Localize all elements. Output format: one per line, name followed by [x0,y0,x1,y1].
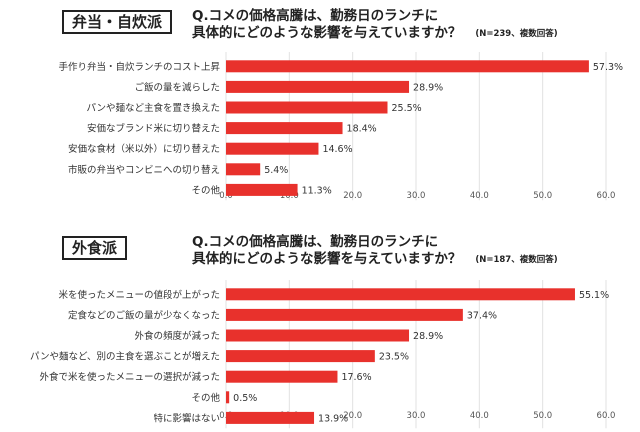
category-label: 米を使ったメニューの値段が上がった [58,289,220,301]
category-label: その他 [191,184,220,196]
bar [226,183,298,196]
bar [226,60,589,73]
bar [226,411,315,424]
x-tick-label: 50.0 [533,191,552,201]
category-label: 市販の弁当やコンビニへの切り替え [68,164,220,176]
bar-chart-gaishoku: 0.010.020.030.040.050.060.0米を使ったメニューの値段が… [30,280,616,429]
bar [226,288,575,301]
data-label: 18.4% [347,124,377,135]
sample-note: (N=187、複数回答) [475,255,558,265]
data-label: 13.9% [318,413,348,424]
bar [226,350,375,363]
sample-note: (N=239、複数回答) [475,29,558,39]
x-tick-label: 50.0 [533,411,552,421]
category-label: その他 [191,392,220,404]
data-label: 57.3% [593,62,623,73]
x-tick-label: 20.0 [343,191,362,201]
data-label: 17.6% [341,372,371,383]
x-tick-label: 60.0 [597,411,616,421]
category-label: パンや麺など、別の主食を選ぶことが増えた [30,351,220,363]
x-tick-label: 20.0 [343,411,362,421]
bar [226,329,410,342]
category-label: パンや麺など主食を置き換えた [87,102,220,114]
data-label: 37.4% [467,310,497,321]
x-tick-label: 40.0 [470,411,489,421]
title-line-1: Q.コメの価格高騰は、勤務日のランチに [192,234,439,250]
x-tick-label: 10.0 [280,191,299,201]
category-label: 安価なブランド米に切り替えた [87,123,220,135]
category-label: 外食の頻度が減った [134,330,220,342]
data-label: 14.6% [322,144,352,155]
bar [226,370,338,383]
x-tick-label: 0.0 [219,191,233,201]
category-label: 定食などのご飯の量が少なくなった [68,309,220,321]
chart-title: Q.コメの価格高騰は、勤務日のランチに 具体的にどのような影響を与えていますか？… [192,8,558,43]
bar [226,122,343,135]
chart-title: Q.コメの価格高騰は、勤務日のランチに 具体的にどのような影響を与えていますか？… [192,234,558,269]
title-line-1: Q.コメの価格高騰は、勤務日のランチに [192,8,439,24]
data-label: 0.5% [233,393,257,404]
title-line-2: 具体的にどのような影響を与えていますか？ [192,25,462,41]
data-label: 28.9% [413,82,443,93]
bar [226,391,230,404]
bar-chart-bento: 0.0 10.0 20.0 30.0 40.0 50.0 60.0 手作り弁当・自炊ランチのコ… [58,52,623,201]
chart-panel-gaishoku: 外食派 Q.コメの価格高騰は、勤務日のランチに 具体的にどのような影響を与えてい… [0,226,640,432]
data-label: 11.3% [302,185,332,196]
category-label: 特に影響はない [153,412,220,424]
x-tick-label: 30.0 [407,191,426,201]
bar [226,308,463,321]
category-label: ご飯の量を減らした [134,81,220,93]
bar [226,142,319,155]
bar [226,163,261,176]
data-label: 28.9% [413,331,443,342]
category-label: 手作り弁当・自炊ランチのコスト上昇 [58,61,220,73]
group-label: 弁当・自炊派 [62,10,173,34]
data-label: 23.5% [379,352,409,363]
x-tick-label: 30.0 [407,411,426,421]
chart-panel-bento: 弁当・自炊派 Q.コメの価格高騰は、勤務日のランチに 具体的にどのような影響を与… [0,0,640,212]
data-label: 55.1% [579,290,609,301]
data-label: 5.4% [264,165,288,176]
x-tick-label: 40.0 [470,191,489,201]
bar [226,101,388,114]
bar [226,80,410,93]
category-label: 安価な食材（米以外）に切り替えた [68,143,220,155]
x-tick-label: 60.0 [597,191,616,201]
group-label: 外食派 [62,236,128,260]
title-line-2: 具体的にどのような影響を与えていますか？ [192,251,462,267]
category-label: 外食で米を使ったメニューの選択が減った [39,371,220,383]
data-label: 25.5% [392,103,422,114]
